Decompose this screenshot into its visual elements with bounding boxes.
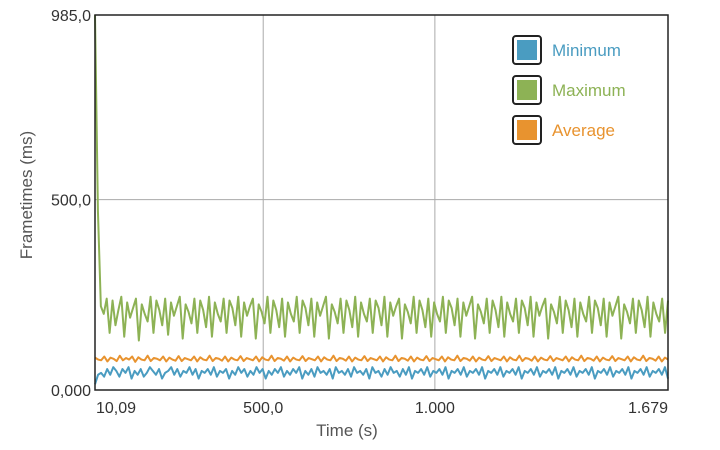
y-tick-label: 0,000 — [51, 383, 91, 400]
legend-swatch — [517, 120, 537, 140]
legend-swatch — [517, 40, 537, 60]
y-tick-labels: 0,000 500,0 985,0 — [51, 8, 91, 400]
maximum-series-line — [94, 14, 669, 342]
plot-frame — [94, 14, 669, 391]
legend-swatch — [517, 80, 537, 100]
average-series-line — [94, 354, 669, 363]
legend-item-minimum: Minimum — [512, 35, 621, 65]
x-axis-title: Time (s) — [316, 421, 378, 440]
y-tick-label: 985,0 — [51, 8, 91, 25]
series-lines — [94, 14, 669, 385]
legend-label: Maximum — [552, 81, 626, 100]
legend-label: Average — [552, 121, 615, 140]
x-tick-label: 500,0 — [243, 400, 283, 417]
x-tick-labels: 10,09 500,0 1.000 1.679 — [96, 400, 668, 417]
legend-label: Minimum — [552, 41, 621, 60]
x-tick-label: 1.000 — [415, 400, 455, 417]
y-tick-label: 500,0 — [51, 193, 91, 210]
y-axis-title: Frametimes (ms) — [17, 131, 36, 259]
legend-item-average: Average — [512, 115, 615, 145]
legend: Minimum Maximum Average — [512, 35, 626, 145]
x-tick-label: 1.679 — [628, 400, 668, 417]
grid — [95, 14, 669, 390]
legend-item-maximum: Maximum — [512, 75, 626, 105]
x-tick-label: 10,09 — [96, 400, 136, 417]
minimum-series-line — [94, 366, 669, 385]
